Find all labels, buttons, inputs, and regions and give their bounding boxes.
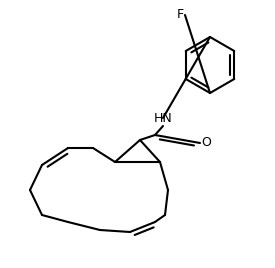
Text: F: F [177, 9, 184, 21]
Text: O: O [201, 136, 211, 150]
Text: HN: HN [154, 111, 172, 125]
